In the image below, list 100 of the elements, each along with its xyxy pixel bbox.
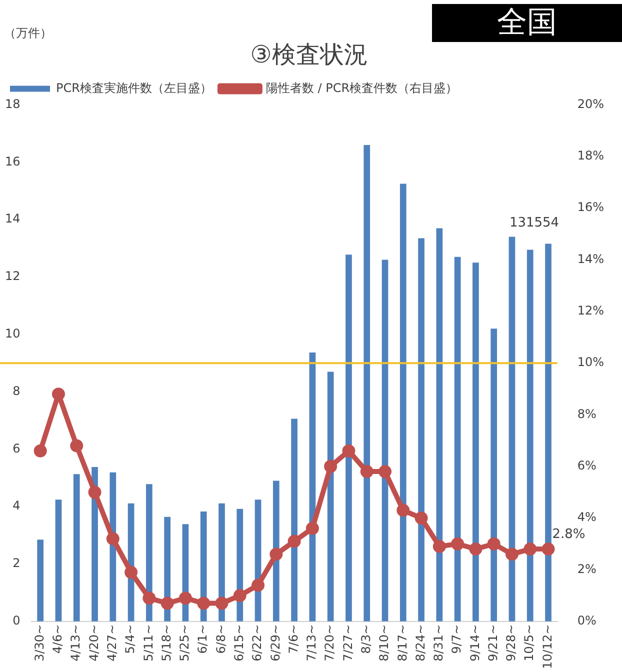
point xyxy=(34,444,47,458)
x-tick-label: 3/30~ xyxy=(32,624,46,662)
bar xyxy=(218,503,225,622)
x-tick-label: 9/21~ xyxy=(486,624,500,662)
point xyxy=(233,589,246,602)
x-tick-label: 8/3~ xyxy=(358,624,373,654)
y2-tick-label: 10% xyxy=(577,355,604,370)
point xyxy=(124,566,138,579)
y-tick-label: 12 xyxy=(4,269,20,284)
bar xyxy=(508,236,516,622)
bar xyxy=(37,540,44,622)
x-tick-label: 6/1~ xyxy=(196,624,210,654)
y-axis-title: （万件） xyxy=(4,26,52,40)
bar xyxy=(418,238,424,622)
point xyxy=(451,537,464,550)
y2-tick-label: 20% xyxy=(577,96,604,111)
point xyxy=(106,532,120,546)
point xyxy=(360,465,374,478)
point xyxy=(306,522,319,535)
x-tick-label: 4/20~ xyxy=(86,624,101,662)
y2-tick-label: 6% xyxy=(577,458,596,473)
bar xyxy=(364,144,370,622)
x-tick-label: 10/5~ xyxy=(522,624,536,662)
x-tick-label: 6/15~ xyxy=(232,624,246,662)
y2-tick-label: 8% xyxy=(577,406,596,421)
point xyxy=(288,534,301,548)
y-tick-label: 18 xyxy=(4,96,20,111)
y-tick-label: 2 xyxy=(12,556,20,570)
y2-tick-label: 4% xyxy=(577,510,596,524)
point xyxy=(70,439,84,452)
x-tick-label: 4/13~ xyxy=(68,624,83,662)
y2-tick-label: 18% xyxy=(577,148,604,163)
text: 全国 xyxy=(432,4,622,42)
bar xyxy=(436,228,443,622)
point xyxy=(252,578,265,592)
point xyxy=(396,504,410,517)
point xyxy=(142,592,156,605)
y2-tick-label: 0% xyxy=(577,613,596,628)
bar xyxy=(73,474,80,622)
point xyxy=(432,540,446,553)
point xyxy=(378,465,392,478)
legend-label: 陽性者数 / PCR検査件数（右目盛） xyxy=(266,80,458,95)
point xyxy=(487,537,500,550)
bar xyxy=(454,256,461,622)
x-tick-label: 7/13~ xyxy=(304,624,319,662)
x-tick-label: 8/24~ xyxy=(413,624,428,662)
x-tick-label: 4/27~ xyxy=(105,624,120,662)
x-tick-label: 9/7~ xyxy=(450,624,464,654)
bar xyxy=(146,484,152,622)
y-tick-label: 4 xyxy=(12,498,20,513)
x-tick-label: 5/4~ xyxy=(123,624,138,654)
y-tick-label: 0 xyxy=(12,613,20,628)
point xyxy=(524,542,537,556)
y2-tick-label: 2% xyxy=(577,562,596,576)
x-tick-label: 4/6~ xyxy=(50,624,65,654)
x-tick-label: 7/20~ xyxy=(322,624,337,662)
bar xyxy=(400,184,406,622)
point xyxy=(88,486,102,499)
x-tick-label: 5/11~ xyxy=(141,624,156,662)
bar xyxy=(55,500,62,622)
x-tick-label: 8/17~ xyxy=(395,624,410,662)
x-tick-label: 7/6~ xyxy=(286,624,300,654)
x-tick-label: 7/27~ xyxy=(340,624,355,662)
chart-title: ③検査状況 xyxy=(250,40,368,69)
point xyxy=(270,548,283,561)
point xyxy=(52,388,65,401)
point xyxy=(342,444,356,458)
y-tick-label: 10 xyxy=(4,326,20,341)
y-tick-label: 16 xyxy=(4,154,20,168)
point xyxy=(197,596,210,610)
x-tick-label: 5/25~ xyxy=(178,624,192,662)
bar xyxy=(327,372,334,622)
x-tick-label: 8/31~ xyxy=(432,624,446,662)
point xyxy=(160,596,174,610)
point xyxy=(505,548,518,561)
x-tick-label: 6/29~ xyxy=(268,624,282,662)
x-tick-label: 6/22~ xyxy=(250,624,264,662)
x-tick-label: 9/14~ xyxy=(468,624,482,662)
x-tick-label: 6/8~ xyxy=(214,624,228,654)
point xyxy=(215,596,228,610)
y2-tick-label: 12% xyxy=(577,304,604,318)
bar xyxy=(490,328,498,622)
bar xyxy=(526,250,534,622)
annotation: 131554 xyxy=(509,216,560,231)
point xyxy=(178,592,192,605)
x-tick-label: 5/18~ xyxy=(159,624,174,662)
bar xyxy=(291,418,298,622)
y2-tick-label: 14% xyxy=(577,252,604,266)
point xyxy=(414,512,428,525)
y-tick-label: 14 xyxy=(4,212,20,226)
bar xyxy=(472,262,479,622)
y2-tick-label: 16% xyxy=(577,200,604,214)
point xyxy=(469,542,482,556)
bar xyxy=(382,260,388,622)
legend-label: PCR検査実施件数（左目盛） xyxy=(56,80,212,95)
data-label: 2.8% xyxy=(552,526,586,542)
point xyxy=(542,542,555,556)
bar xyxy=(346,254,352,622)
x-tick-label: 8/10~ xyxy=(377,624,392,662)
x-tick-label: 9/28~ xyxy=(504,624,518,662)
